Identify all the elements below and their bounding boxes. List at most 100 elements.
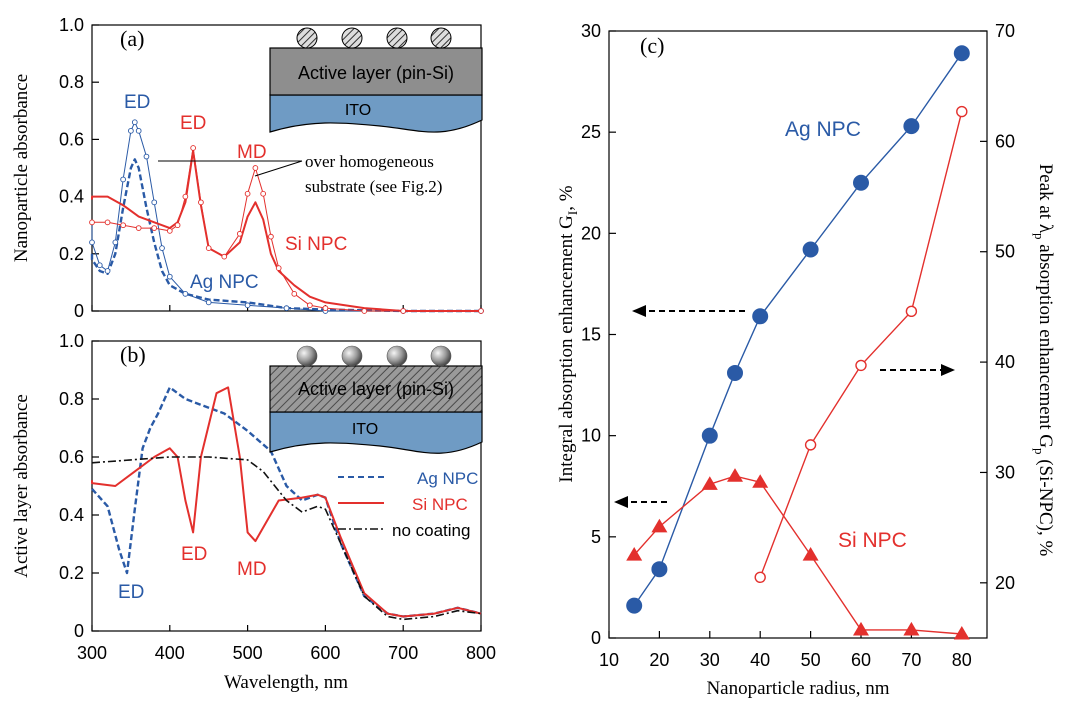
x-tick-label: 800 [466, 643, 496, 663]
y-tick-label: 5 [591, 527, 601, 547]
annot-ed-ag: ED [124, 92, 150, 113]
x-tick-label: 70 [901, 650, 921, 670]
series-marker [151, 199, 158, 206]
y-tick-label: 40 [995, 352, 1015, 372]
panel-b-label: (b) [120, 342, 146, 367]
series-marker [478, 308, 484, 314]
y-tick-label: 0.2 [59, 244, 84, 264]
data-point [903, 118, 920, 135]
series-marker [205, 245, 212, 251]
series-marker [182, 193, 189, 200]
y-tick-label: 1.0 [59, 15, 84, 35]
y-tick-label: 0.4 [59, 505, 84, 525]
series-marker [361, 308, 368, 314]
y-tick-label: 30 [581, 21, 601, 41]
panel-c-ylabel-right: Peak at λp absorption enhancement Gp (Si… [1032, 164, 1056, 557]
panel-a-ylabel: Nanoparticle absorbance [11, 74, 32, 262]
annot-ag-npc: Ag NPC [190, 272, 259, 293]
legend-label-si: Si NPC [412, 495, 468, 514]
panel-c-series [626, 45, 970, 640]
y-tick-label: 1.0 [59, 331, 84, 351]
nanoparticle [296, 345, 318, 367]
data-point [651, 561, 668, 578]
series-marker [244, 190, 251, 197]
y-tick-label: 25 [581, 122, 601, 142]
panel-a-frame [91, 24, 482, 312]
nanoparticle [386, 345, 408, 367]
series-marker [221, 253, 228, 260]
panel-b-ylabel: Active layer absorbance [11, 394, 32, 578]
series-marker [135, 225, 142, 231]
data-point [903, 621, 920, 636]
series-marker [190, 145, 196, 151]
inset-ito-label: ITO [352, 421, 378, 438]
active-layer [269, 47, 483, 96]
y-tick-label: 0.6 [59, 447, 84, 467]
y-tick-label: 0 [591, 628, 601, 648]
series-line-no-coating [91, 456, 482, 621]
series-marker [159, 245, 165, 251]
series-marker [198, 199, 204, 206]
data-point [754, 571, 766, 583]
y-tick-label: 50 [995, 242, 1015, 262]
y-tick-label: 0.8 [59, 389, 84, 409]
x-tick-label: 300 [77, 643, 107, 663]
series-marker [128, 127, 134, 134]
annot-ed-ag-b: ED [118, 582, 144, 603]
series-marker [260, 190, 267, 197]
series-marker [283, 305, 290, 311]
series-marker [268, 233, 274, 240]
y-tick-label: 0 [74, 301, 84, 321]
series-marker [306, 302, 313, 309]
x-tick-label: 600 [310, 643, 340, 663]
series-marker [131, 119, 138, 126]
series-marker [166, 228, 173, 234]
x-tick-label: 10 [599, 650, 619, 670]
panel-b: 0 0.2 0.4 0.6 0.8 1.0 300 400 500 600 700 800 Acti… [11, 331, 496, 693]
data-point [802, 241, 819, 258]
series-marker [143, 153, 150, 160]
annot-si-npc-c: Si NPC [838, 529, 907, 552]
annot-ed-si: ED [180, 113, 206, 134]
series-marker [104, 268, 111, 274]
data-point [701, 427, 718, 444]
panel-c-right-ticks: 20 30 40 50 60 70 [980, 21, 1015, 593]
ito-layer [269, 411, 483, 454]
series-marker [236, 230, 243, 237]
nanoparticle [430, 27, 452, 49]
annot-ed-si-b: ED [181, 544, 207, 565]
series-marker [89, 239, 95, 246]
x-tick-label: 400 [155, 643, 185, 663]
annot-md-si: MD [237, 142, 267, 163]
series-marker [104, 219, 111, 226]
series-marker [174, 222, 181, 229]
series-marker [120, 176, 126, 183]
series-marker [89, 219, 95, 226]
y-tick-label: 30 [995, 462, 1015, 482]
annot-md-si-b: MD [237, 559, 267, 580]
y-tick-label: 0.4 [59, 187, 84, 207]
x-tick-label: 50 [801, 650, 821, 670]
x-tick-label: 30 [700, 650, 720, 670]
data-point [853, 174, 869, 191]
data-point [651, 518, 668, 533]
series-marker [166, 273, 173, 280]
series-marker [151, 225, 158, 231]
legend-label-ag: Ag NPC [417, 469, 478, 488]
panel-c-x-ticks: 10 20 30 40 50 60 70 80 [599, 631, 972, 670]
panel-b-inset: Active layer (pin-Si) ITO [269, 345, 483, 454]
y-tick-label: 15 [581, 325, 601, 345]
series-marker [400, 308, 407, 314]
y-tick-label: 20 [581, 223, 601, 243]
panel-a: 0 0.2 0.4 0.6 0.8 1.0 Active layer (pin-Si) I… [11, 15, 484, 321]
x-tick-label: 500 [233, 643, 263, 663]
y-tick-label: 60 [995, 131, 1015, 151]
series-marker [120, 222, 126, 229]
data-point [956, 105, 968, 118]
panel-b-frame [91, 340, 482, 632]
series-marker [135, 127, 142, 134]
annot-si-npc: Si NPC [285, 234, 347, 255]
y-tick-label: 0.8 [59, 72, 84, 92]
data-point [701, 476, 718, 490]
nanoparticle [386, 27, 408, 49]
